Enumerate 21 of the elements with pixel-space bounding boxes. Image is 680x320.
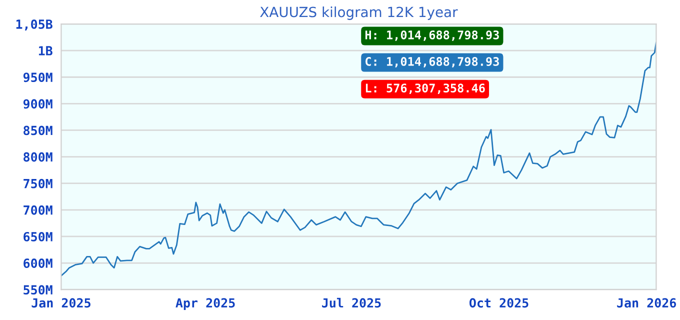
y-tick-label: 750M bbox=[24, 178, 52, 188]
y-tick-label: 900M bbox=[23, 99, 52, 109]
y-tick-label: 600M bbox=[24, 258, 52, 268]
y-tick-label: 950M bbox=[23, 72, 52, 82]
y-tick-label: 850M bbox=[24, 126, 52, 136]
x-tick-label: Jan 2026 bbox=[617, 298, 676, 308]
y-tick-label: 650M bbox=[24, 232, 52, 242]
y-tick-label: 550M bbox=[24, 285, 52, 295]
x-tick-label: Jan 2025 bbox=[32, 298, 90, 308]
chart-title: XAUUZS kilogram 12K 1year bbox=[260, 6, 458, 20]
x-tick-label: Apr 2025 bbox=[176, 298, 235, 310]
annotation: H: 1,014,688,798.93 bbox=[365, 30, 499, 41]
x-tick-label: Oct 2025 bbox=[469, 298, 528, 308]
annotation: C: 1,014,688,798.93 bbox=[366, 57, 499, 68]
y-tick-label: 1B bbox=[38, 46, 52, 56]
annotation: L: 576,307,358.46 bbox=[366, 84, 485, 94]
x-tick-label: Jul 2025 bbox=[322, 298, 381, 308]
line-series bbox=[61, 42, 656, 276]
y-tick-label: 1,05B bbox=[16, 19, 52, 30]
y-tick-label: 800M bbox=[24, 152, 52, 162]
y-tick-label: 700M bbox=[24, 205, 52, 215]
